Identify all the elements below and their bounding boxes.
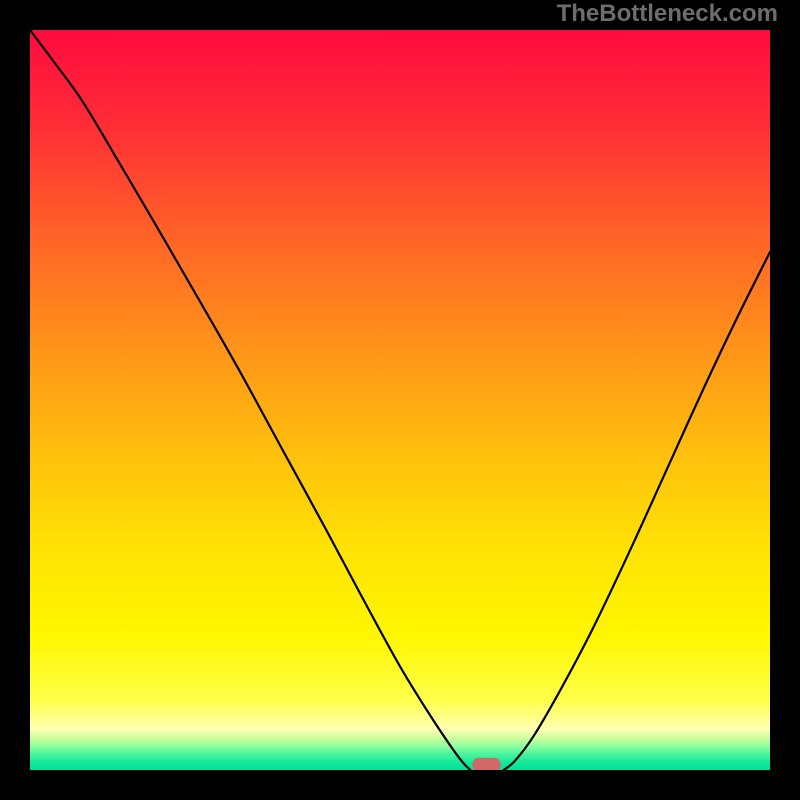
optimum-marker xyxy=(473,758,501,770)
plot-area xyxy=(30,30,770,770)
gradient-background xyxy=(30,30,770,770)
watermark-text: TheBottleneck.com xyxy=(557,0,778,28)
plot-svg xyxy=(30,30,770,770)
